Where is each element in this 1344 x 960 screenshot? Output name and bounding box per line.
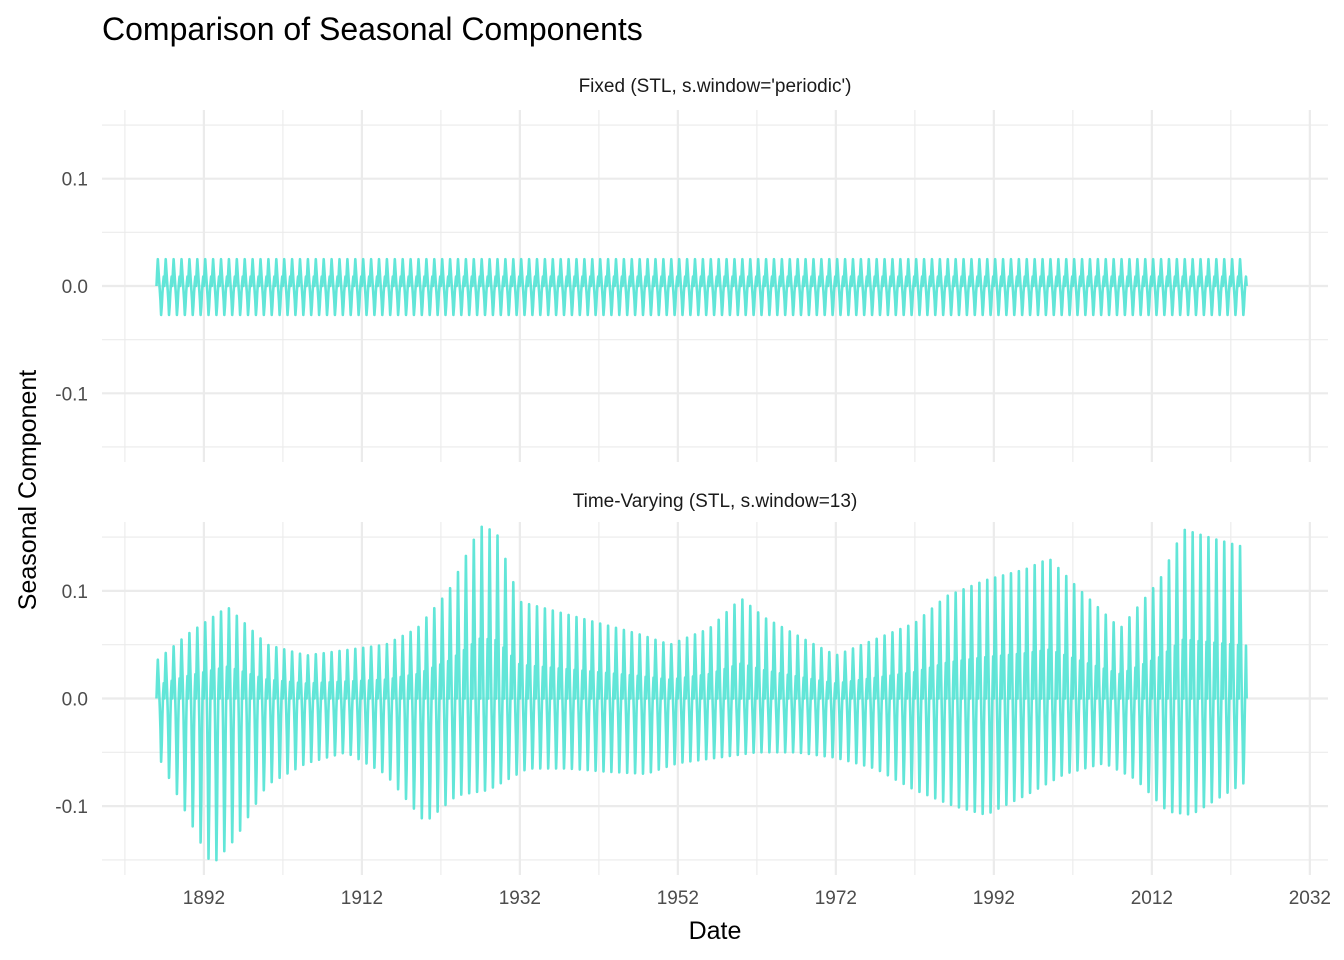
panel-fixed-y-ticks: -0.1 0.0 0.1 <box>55 170 88 406</box>
y-axis-title: Seasonal Component <box>14 370 42 610</box>
x-tick-label: 1972 <box>815 888 857 909</box>
panel-time-varying-series-line <box>155 525 1248 862</box>
y-tick-label: 0.0 <box>62 277 88 298</box>
y-tick-label: 0.0 <box>62 690 88 711</box>
x-tick-label: 2012 <box>1131 888 1173 909</box>
panel-fixed-strip-label: Fixed (STL, s.window='periodic') <box>579 76 852 97</box>
x-axis-ticks: 1892 1912 1932 1952 1972 1992 2012 2032 <box>183 888 1331 909</box>
y-tick-label: -0.1 <box>55 384 88 405</box>
y-tick-label: -0.1 <box>55 797 88 818</box>
panel-time-varying: Time-Varying (STL, s.window=13) -0.1 0.0 0… <box>55 491 1328 875</box>
x-tick-label: 1912 <box>341 888 383 909</box>
x-tick-label: 1932 <box>499 888 541 909</box>
x-tick-label: 2032 <box>1289 888 1331 909</box>
panel-fixed-series-line <box>155 257 1248 317</box>
x-tick-label: 1952 <box>657 888 699 909</box>
x-axis-title: Date <box>689 917 742 945</box>
panel-time-varying-y-ticks: -0.1 0.0 0.1 <box>55 582 88 818</box>
chart-title: Comparison of Seasonal Components <box>102 11 643 47</box>
x-tick-label: 1892 <box>183 888 225 909</box>
panel-time-varying-strip-label: Time-Varying (STL, s.window=13) <box>573 491 858 512</box>
x-tick-label: 1992 <box>973 888 1015 909</box>
panel-fixed: Fixed (STL, s.window='periodic') -0.1 0.0… <box>55 76 1328 462</box>
y-tick-label: 0.1 <box>62 582 88 603</box>
y-tick-label: 0.1 <box>62 170 88 191</box>
